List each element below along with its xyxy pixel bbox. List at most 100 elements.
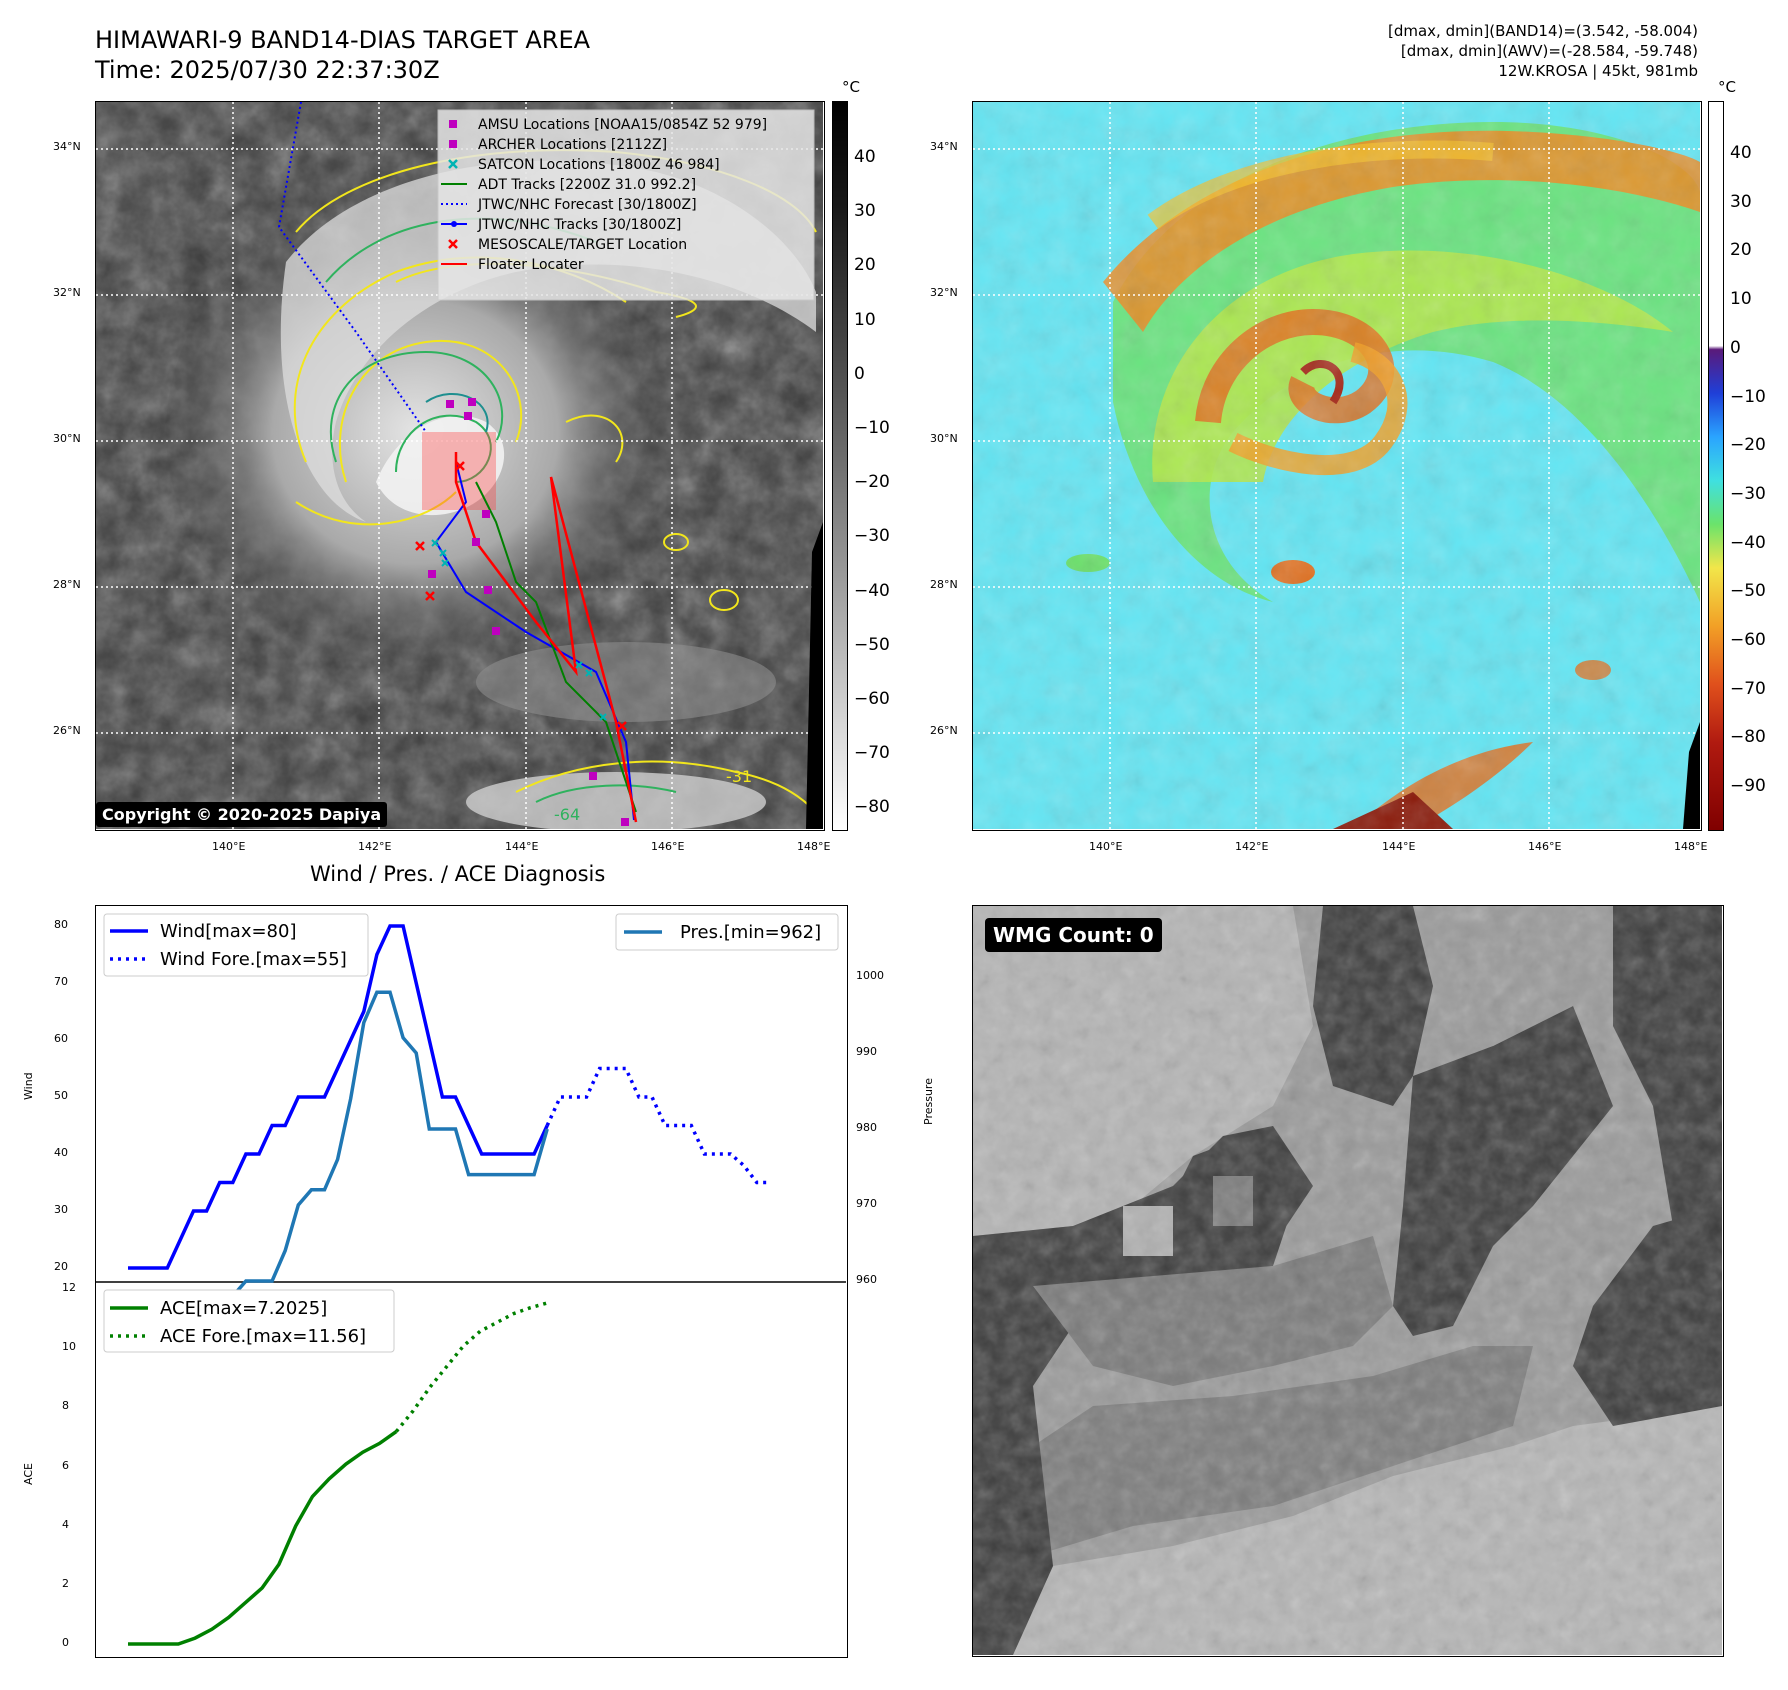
legend-label: ADT Tracks [2200Z 31.0 992.2] [478, 177, 696, 193]
info-storm: 12W.KROSA | 45kt, 981mb [1498, 62, 1698, 80]
lon-label: 144°E [505, 840, 539, 853]
wind-legend: Wind[max=80] Wind Fore.[max=55] [103, 913, 369, 977]
wmg-count-badge: WMG Count: 0 [985, 918, 1162, 952]
pres-tick: 970 [856, 1197, 877, 1210]
lon-label: 140°E [1089, 840, 1123, 853]
cbar-ir-tick: 0 [854, 363, 865, 384]
legend-wind-fore: Wind Fore.[max=55] [160, 949, 347, 970]
legend-label: SATCON Locations [1800Z 46 984] [478, 157, 720, 173]
cbar-ir-tick: −20 [854, 472, 890, 493]
cbar-ir-tick: −50 [854, 634, 890, 655]
mesoscale-markers [415, 461, 627, 731]
ace-tick: 0 [62, 1636, 69, 1649]
wind-tick: 20 [54, 1260, 68, 1273]
copyright-badge: Copyright © 2020-2025 Dapiya [96, 802, 388, 827]
amsu-markers [428, 398, 629, 826]
cbar-ir-tick: 20 [854, 255, 876, 276]
ace-line [128, 1430, 398, 1646]
pres-ylabel: Pressure [922, 1078, 935, 1125]
lon-label: 148°E [1674, 840, 1708, 853]
ace-tick: 10 [62, 1340, 76, 1353]
lon-label: 142°E [1235, 840, 1269, 853]
legend-item: ADT Tracks [2200Z 31.0 992.2] [441, 177, 696, 193]
cbar-awv-tick: −50 [1730, 581, 1766, 602]
legend-label: JTWC/NHC Forecast [30/1800Z] [477, 197, 697, 213]
pres-tick: 980 [856, 1121, 877, 1134]
cbar-ir-tick: 10 [854, 309, 876, 330]
lat-label: 26°N [53, 724, 81, 737]
cbar-awv-tick: 30 [1730, 191, 1752, 212]
lon-label: 148°E [797, 840, 831, 853]
map-legend: AMSU Locations [NOAA15/0854Z 52 979] ARCH… [437, 109, 815, 301]
diag-panel: Wind[max=80] Wind Fore.[max=55] Pres.[mi… [95, 905, 848, 1658]
map-awv-svg [973, 102, 1700, 829]
lon-label: 144°E [1382, 840, 1416, 853]
wind-tick: 30 [54, 1203, 68, 1216]
legend-item: ARCHER Locations [2112Z] [449, 137, 667, 153]
wmg-svg [973, 906, 1722, 1655]
wind-line [128, 924, 549, 1270]
legend-label: Floater Locater [478, 257, 584, 273]
lat-label: 30°N [930, 432, 958, 445]
lat-label: 32°N [53, 286, 81, 299]
ace-tick: 8 [62, 1399, 69, 1412]
ace-tick: 6 [62, 1459, 69, 1472]
legend-item: SATCON Locations [1800Z 46 984] [448, 157, 720, 173]
cbar-awv-tick: −40 [1730, 532, 1766, 553]
diag-title: Wind / Pres. / ACE Diagnosis [310, 862, 606, 886]
legend-item: MESOSCALE/TARGET Location [448, 237, 687, 253]
satcon-markers [431, 539, 607, 721]
figure-time: Time: 2025/07/30 22:37:30Z [95, 56, 440, 84]
cbar-ir-tick: −60 [854, 689, 890, 709]
legend-pres: Pres.[min=962] [680, 922, 821, 943]
wind-tick: 80 [54, 918, 68, 931]
cbar-awv-tick: −60 [1730, 630, 1766, 650]
legend-label: AMSU Locations [NOAA15/0854Z 52 979] [478, 117, 767, 133]
wind-tick: 70 [54, 975, 68, 988]
map-ir-panel: -64 -31 AMSU Locations [NOAA15/0854Z 52 … [95, 101, 825, 832]
cbar-awv-tick: −90 [1730, 776, 1766, 797]
cbar-awv-tick: 0 [1730, 337, 1741, 358]
diag-svg: Wind[max=80] Wind Fore.[max=55] Pres.[mi… [96, 913, 846, 1646]
info-band14: [dmax, dmin](BAND14)=(3.542, -58.004) [1387, 22, 1698, 40]
cbar-awv-tick: −10 [1730, 386, 1766, 407]
cbar-awv-tick: 20 [1730, 240, 1752, 261]
jtwc-track [434, 461, 635, 821]
cbar-awv-tick: 40 [1730, 143, 1752, 163]
cbar-awv [1708, 101, 1724, 831]
pres-legend: Pres.[min=962] [615, 913, 839, 951]
cbar-ir-tick: −70 [854, 743, 890, 764]
cbar-awv-tick: −20 [1730, 435, 1766, 456]
lat-label: 26°N [930, 724, 958, 737]
wind-fore-line [545, 1066, 770, 1185]
lat-label: 34°N [930, 140, 958, 153]
lat-label: 28°N [930, 578, 958, 591]
legend-wind: Wind[max=80] [160, 921, 297, 942]
ace-tick: 4 [62, 1518, 69, 1531]
ace-tick: 12 [62, 1281, 76, 1294]
cbar-ir-tick: 40 [854, 147, 876, 167]
lat-label: 34°N [53, 140, 81, 153]
lat-label: 28°N [53, 578, 81, 591]
cbar-awv-tick: −80 [1730, 727, 1766, 748]
legend-ace: ACE[max=7.2025] [160, 1298, 327, 1319]
lon-label: 142°E [358, 840, 392, 853]
info-awv: [dmax, dmin](AWV)=(-28.584, -59.748) [1400, 42, 1698, 60]
pres-tick: 990 [856, 1045, 877, 1058]
cbar-awv-tick: 10 [1730, 289, 1752, 310]
cbar-ir-tick: −80 [854, 797, 890, 818]
pres-tick: 1000 [856, 969, 884, 982]
legend-item: Floater Locater [441, 257, 584, 273]
legend-item: AMSU Locations [NOAA15/0854Z 52 979] [449, 117, 767, 133]
wmg-panel: WMG Count: 0 [972, 905, 1724, 1657]
adt-track [475, 481, 637, 813]
lat-label: 32°N [930, 286, 958, 299]
lon-label: 146°E [651, 840, 685, 853]
lon-label: 140°E [212, 840, 246, 853]
cbar-ir-tick: −40 [854, 580, 890, 601]
contour-label: -31 [726, 767, 752, 786]
legend-item: JTWC/NHC Tracks [30/1800Z] [441, 217, 681, 233]
pres-tick: 960 [856, 1273, 877, 1286]
wind-ylabel: Wind [22, 1072, 35, 1100]
map-awv-panel [972, 101, 1702, 831]
